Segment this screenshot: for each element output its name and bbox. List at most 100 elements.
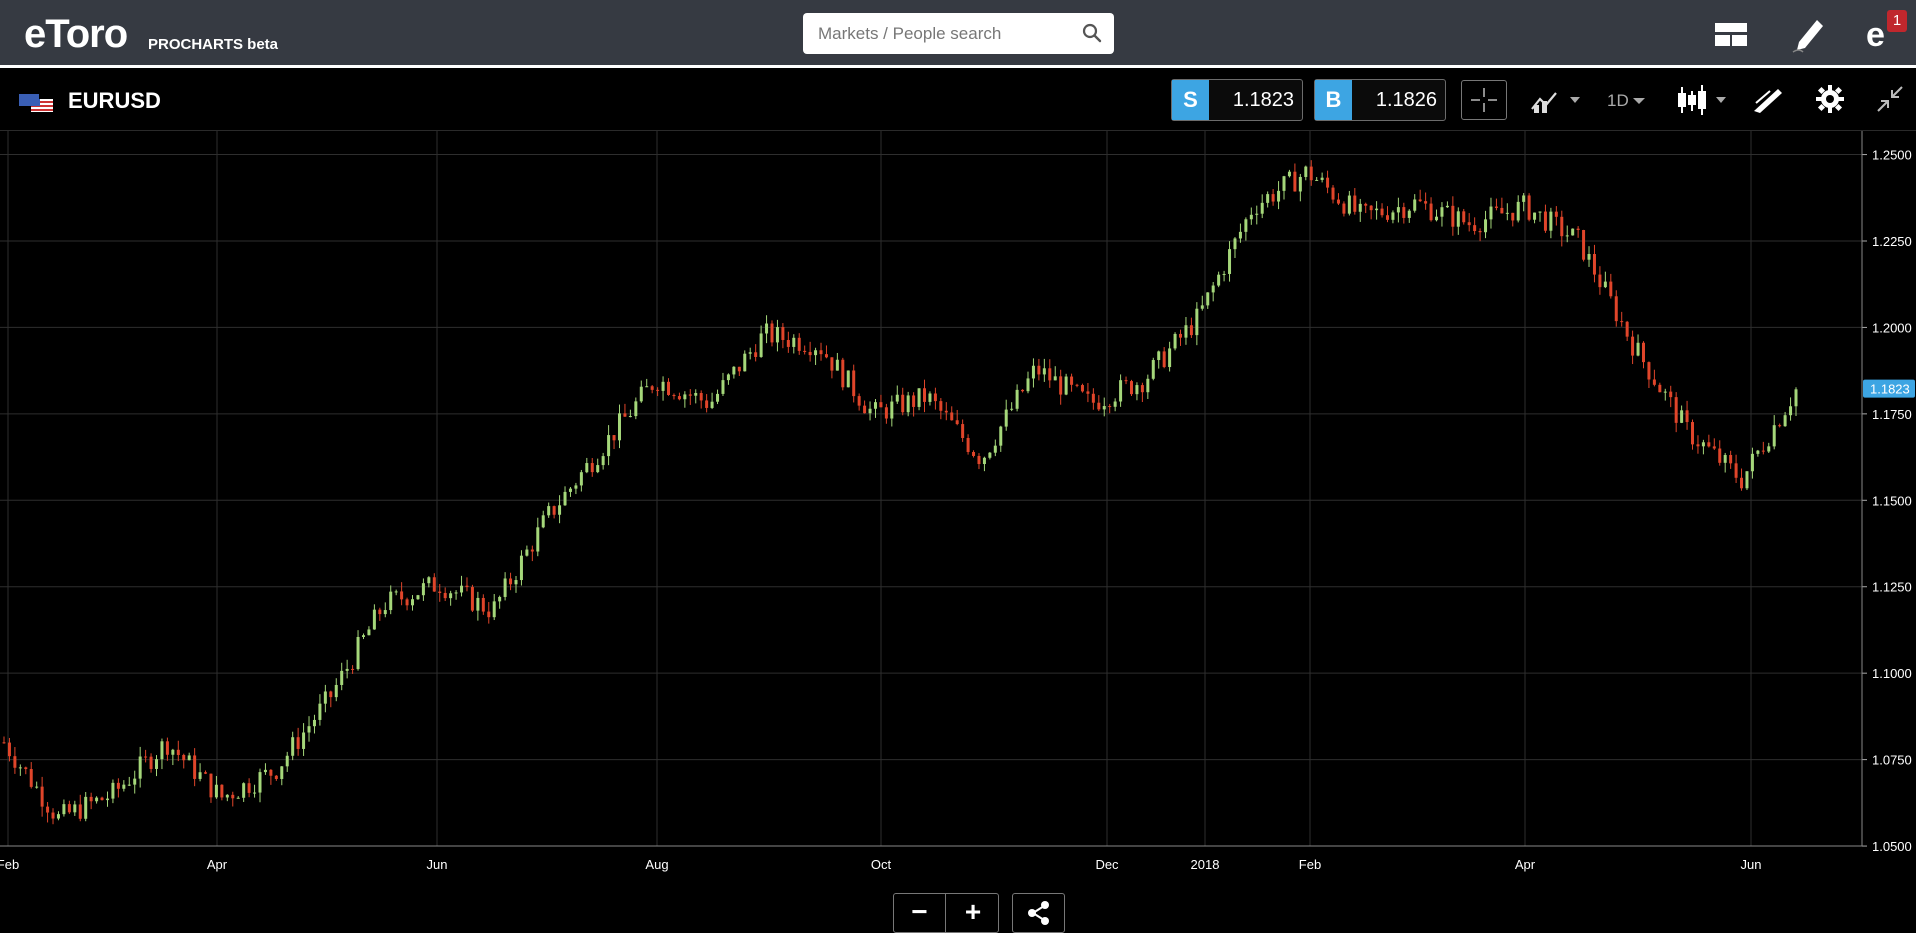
candle-down [209,773,213,798]
timeframe-chevron-down-icon[interactable] [1632,97,1646,105]
candle-down [165,741,169,755]
drawing-tools-icon[interactable] [1752,85,1784,115]
search-icon[interactable] [1082,23,1102,43]
candle-up [1102,406,1106,410]
candle-down [1473,225,1477,232]
candle-up [318,703,322,720]
candle-down [351,668,355,670]
candle-up [111,782,115,799]
x-tick-label: Apr [1515,857,1536,872]
candlestick-type-icon[interactable] [1676,83,1736,117]
candle-down [933,393,937,402]
candle-up [721,380,725,394]
candle-down [797,337,801,351]
candle-up [1135,385,1139,395]
candle-up [792,337,796,347]
etoro-logo[interactable]: eToro [24,12,128,56]
candle-up [1119,380,1123,402]
candle-up [383,610,387,615]
candle-up [122,784,126,789]
crosshair-button[interactable] [1461,80,1507,120]
candle-up [890,401,894,419]
candle-down [1652,379,1656,385]
candle-up [1522,195,1526,202]
zoom-out-button[interactable]: − [894,894,946,932]
candle-up [95,797,99,802]
candle-up [1701,442,1705,447]
search-input[interactable] [803,13,1073,54]
candle-down [509,578,513,585]
candle-down [923,388,927,402]
candle-down [149,756,153,769]
candle-up [999,426,1003,446]
compare-chart-icon[interactable] [1528,87,1584,115]
candle-up [1456,211,1460,227]
candle-down [1462,211,1466,223]
candle-down [274,775,278,779]
candle-down [29,769,33,787]
collapse-icon[interactable] [1876,85,1904,113]
candle-up [1407,210,1411,218]
candle-down [1309,166,1313,181]
sell-button[interactable]: S 1.1823 [1171,79,1303,121]
candle-up [1505,212,1509,214]
candle-up [1042,368,1046,375]
candle-up [367,629,371,636]
candle-up [133,778,137,785]
candle-down [770,323,774,343]
timeframe-selector[interactable]: 1D [1607,91,1629,110]
candle-down [1418,199,1422,202]
candle-down [470,587,474,611]
settings-gear-icon[interactable] [1815,84,1845,114]
candle-down [1543,211,1547,231]
candle-down [1037,365,1041,375]
candle-down [78,804,82,819]
candle-down [699,393,703,401]
candle-up [1680,410,1684,423]
candle-down [656,389,660,391]
profile-avatar-icon[interactable]: e [1862,14,1902,54]
x-tick-label: Apr [207,857,228,872]
layout-icon[interactable] [1711,14,1751,54]
candle-up [307,726,311,733]
candle-down [530,549,534,552]
eu-us-flag-icon [19,94,53,112]
candle-up [519,555,523,581]
candle-down [1674,397,1678,423]
candle-down [824,354,828,358]
share-button[interactable] [1012,893,1065,933]
candle-up [56,814,60,819]
candle-up [394,591,398,593]
buy-button[interactable]: B 1.1826 [1314,79,1446,121]
candle-up [563,491,567,506]
candle-down [623,413,627,417]
candle-up [661,381,665,391]
search-box[interactable] [803,13,1114,54]
candle-down [1364,203,1368,206]
candle-up [547,506,551,516]
x-tick-label: 2018 [1191,857,1220,872]
candle-down [378,609,382,615]
candlestick-chart-svg[interactable]: 1.2500 1.2250 1.2000 1.1750 1.1500 1.1250 1.10… [0,131,1916,880]
candle-up [1565,235,1569,237]
price-chart[interactable]: 1.2500 1.2250 1.2000 1.1750 1.1500 1.1250 1.10… [0,131,1916,933]
candle-up [525,549,529,556]
edit-pencil-icon[interactable] [1789,14,1829,54]
candle-up [596,465,600,473]
zoom-in-button[interactable]: + [964,896,982,927]
procharts-label: PROCHARTS beta [148,36,279,53]
candle-up [1304,166,1308,177]
candle-up [372,609,376,630]
candle-down [977,455,981,465]
candle-down [193,755,197,779]
candle-down [1059,376,1063,395]
candle-down [144,756,148,758]
share-icon [1028,901,1049,925]
candle-down [432,577,436,592]
candle-down [1048,368,1052,381]
candle-down [1380,208,1384,216]
notification-badge[interactable]: 1 [1887,10,1907,32]
candle-down [438,591,442,593]
candle-up [35,786,39,788]
candle-up [1603,281,1607,288]
